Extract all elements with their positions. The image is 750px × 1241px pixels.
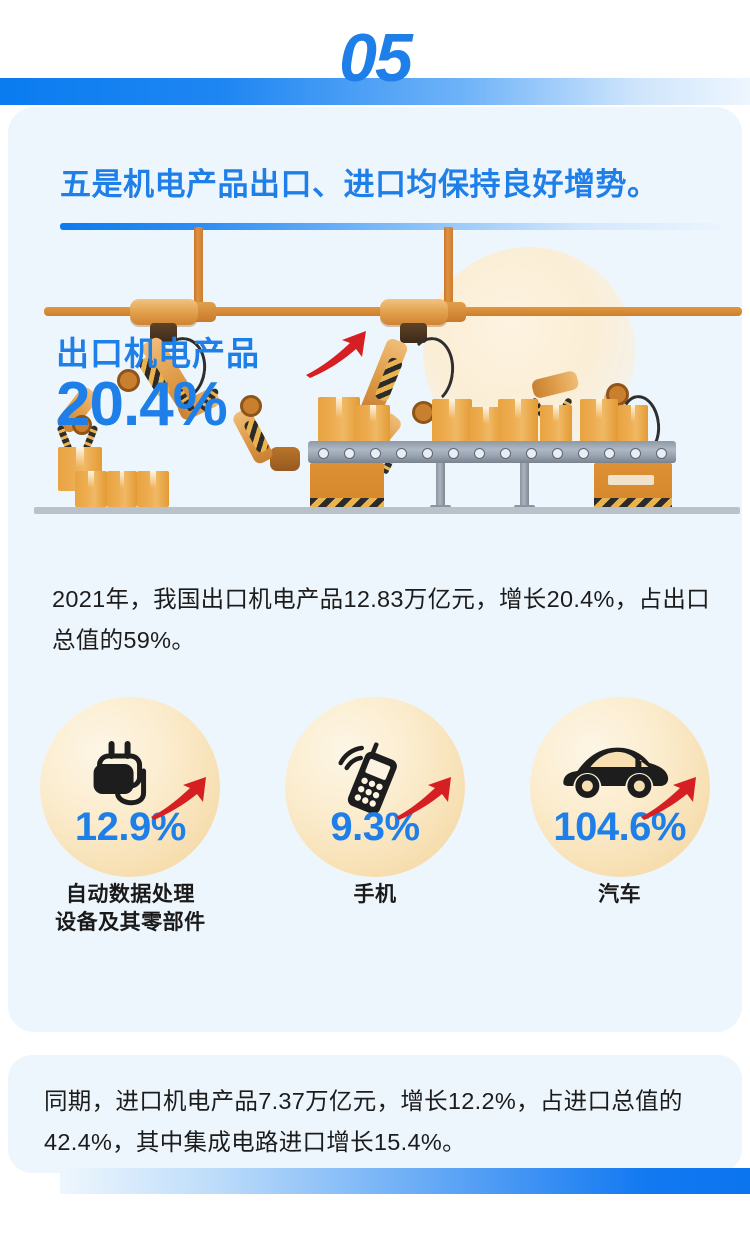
export-paragraph: 2021年，我国出口机电产品12.83万亿元，增长20.4%，占出口总值的59%… <box>52 586 710 654</box>
robot-carriage-1 <box>130 299 198 343</box>
conveyor-roller <box>630 448 641 459</box>
up-arrow-icon <box>148 775 212 826</box>
conveyor-roller <box>474 448 485 459</box>
conveyor-box-5 <box>498 399 538 443</box>
ground-box-1 <box>75 471 107 507</box>
conveyor-box-1 <box>318 397 360 443</box>
floor-crate-right <box>594 463 672 509</box>
ceiling-line <box>60 223 720 230</box>
conveyor-box-4 <box>470 407 502 443</box>
conveyor-roller <box>344 448 355 459</box>
stat-caption: 自动数据处理 设备及其零部件 <box>55 881 206 936</box>
conveyor-box-3 <box>432 399 472 443</box>
robot3-base <box>270 447 300 471</box>
product-stats-row: 12.9% 自动数据处理 设备及其零部件 <box>8 697 742 997</box>
hazard-stripe <box>310 498 384 509</box>
up-arrow-icon <box>638 775 702 826</box>
stat-circle: 104.6% <box>529 697 710 877</box>
up-arrow-icon <box>393 775 457 826</box>
conveyor-leg <box>514 463 535 511</box>
conveyor-roller <box>318 448 329 459</box>
stat-caption-line1: 自动数据处理 <box>65 883 195 906</box>
ground-box-2 <box>107 471 137 507</box>
stat-caption: 汽车 <box>598 881 641 909</box>
page-header: 05 <box>0 0 750 110</box>
conveyor-roller <box>370 448 381 459</box>
conveyor-roller <box>526 448 537 459</box>
conveyor-roller <box>448 448 459 459</box>
robot1-wrist-joint <box>72 415 92 435</box>
conveyor-roller <box>604 448 615 459</box>
conveyor-roller <box>578 448 589 459</box>
conveyor-roller <box>552 448 563 459</box>
power-adapter-icon <box>84 739 170 822</box>
crate-label-plate <box>608 475 654 485</box>
stat-circle: 12.9% <box>40 697 221 877</box>
conveyor-roller <box>396 448 407 459</box>
stat-caption-line1: 手机 <box>353 883 397 906</box>
conveyor-roller <box>656 448 667 459</box>
mobile-phone-icon <box>331 739 413 824</box>
ceiling-pole-right <box>444 227 453 311</box>
stat-circle: 9.3% <box>285 697 465 877</box>
up-arrow-icon <box>302 328 372 385</box>
conveyor-belt <box>308 441 676 463</box>
hero-stat: 出口机电产品 20.4% <box>56 331 366 439</box>
floor-crate-left <box>310 463 384 509</box>
hero-stat-label: 出口机电产品 <box>56 335 260 372</box>
stat-value: 104.6% <box>553 805 686 849</box>
stat-caption-line2: 设备及其零部件 <box>55 910 206 934</box>
section-title: 五是机电产品出口、进口均保持良好增势。 <box>60 167 659 202</box>
robot3-elbow-joint <box>240 395 262 417</box>
ceiling-pole-left <box>194 227 203 311</box>
header-accent-bar <box>0 78 750 105</box>
stat-item-mobile-phone: 9.3% 手机 <box>253 697 498 997</box>
stat-item-auto-data-processing: 12.9% 自动数据处理 设备及其零部件 <box>8 697 253 997</box>
factory-floor-line <box>34 507 740 514</box>
conveyor-box-7 <box>580 399 618 443</box>
car-icon <box>557 739 673 810</box>
conveyor-leg <box>430 463 451 511</box>
stat-caption-line1: 汽车 <box>598 883 642 906</box>
hazard-stripe <box>594 498 672 509</box>
factory-illustration <box>8 219 742 524</box>
robot1-elbow-joint <box>117 369 140 392</box>
robot-carriage-2 <box>380 299 448 343</box>
conveyor-box-2 <box>356 405 390 443</box>
import-paragraph: 同期，进口机电产品7.37万亿元，增长12.2%，占进口总值的42.4%，其中集… <box>44 1088 683 1156</box>
conveyor-box-8 <box>618 405 648 443</box>
stat-item-automobile: 104.6% 汽车 <box>497 697 742 997</box>
section-number: 05 <box>339 20 413 96</box>
conveyor-roller <box>422 448 433 459</box>
ground-box-3 <box>137 471 169 507</box>
stat-caption: 手机 <box>354 881 397 909</box>
main-content-card: 五是机电产品出口、进口均保持良好增势。 <box>8 107 742 1032</box>
conveyor-box-6 <box>540 405 572 443</box>
conveyor-roller <box>500 448 511 459</box>
footer-accent-bar <box>60 1168 750 1194</box>
import-card: 同期，进口机电产品7.37万亿元，增长12.2%，占进口总值的42.4%，其中集… <box>8 1055 742 1173</box>
hero-stat-value: 20.4% <box>56 370 228 439</box>
